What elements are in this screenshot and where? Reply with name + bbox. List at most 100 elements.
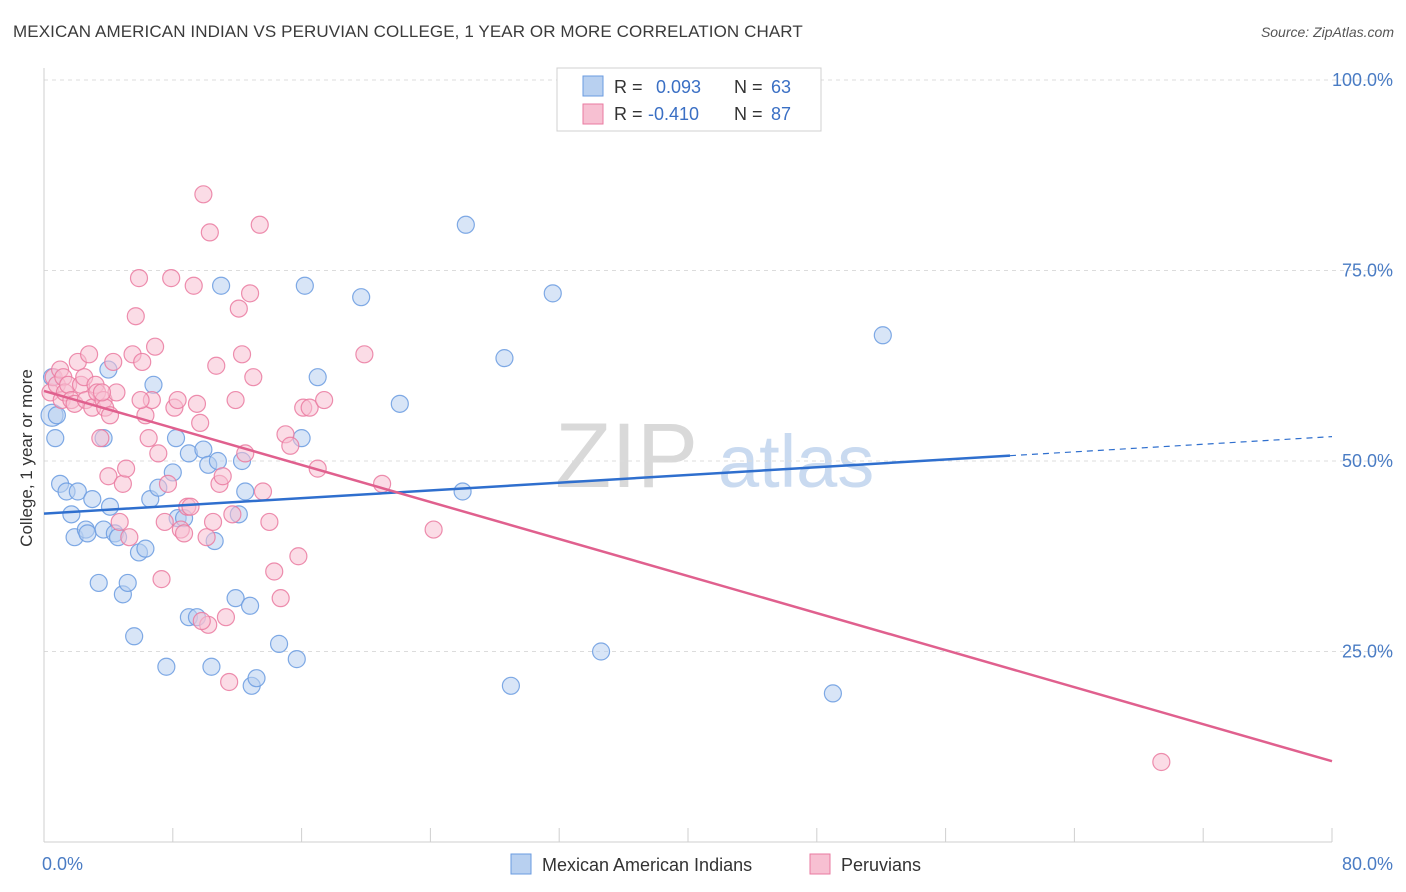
point-peruvians-38 xyxy=(152,570,171,589)
point-peruvians-65 xyxy=(240,284,260,303)
point-mexican-american-indians-59 xyxy=(591,642,611,661)
point-peruvians-40 xyxy=(158,474,178,493)
point-mexican-american-indians-40 xyxy=(226,589,245,608)
point-peruvians-21 xyxy=(99,467,118,486)
source-label: Source: ZipAtlas.com xyxy=(1260,24,1394,40)
point-mexican-american-indians-38 xyxy=(208,451,227,471)
point-peruvians-74 xyxy=(289,547,308,566)
point-mexican-american-indians-53 xyxy=(390,394,409,413)
chart-title: MEXICAN AMERICAN INDIAN VS PERUVIAN COLL… xyxy=(13,22,803,41)
bottom-legend-swatch-peruvians xyxy=(809,853,831,875)
trend-line-mexican-american-indians-extension xyxy=(1009,436,1333,457)
legend-n-value-1: 87 xyxy=(771,104,791,124)
legend-r-label-0: R = xyxy=(614,77,643,97)
point-mexican-american-indians-58 xyxy=(543,284,562,303)
legend-r-value-0: 0.093 xyxy=(656,77,701,97)
point-mexican-american-indians-51 xyxy=(308,368,327,387)
point-peruvians-55 xyxy=(207,356,226,375)
point-peruvians-61 xyxy=(226,390,245,410)
point-peruvians-39 xyxy=(155,512,174,532)
y-tick-label-100: 100.0% xyxy=(1332,70,1393,90)
point-mexican-american-indians-9 xyxy=(78,524,97,543)
point-mexican-american-indians-44 xyxy=(240,596,260,615)
point-peruvians-85 xyxy=(131,390,150,410)
point-mexican-american-indians-28 xyxy=(166,429,186,448)
point-mexican-american-indians-56 xyxy=(495,349,514,368)
trend-line-peruvians xyxy=(43,389,1333,763)
y-tick-label-75: 75.0% xyxy=(1342,261,1393,281)
x-tick-label-80: 80.0% xyxy=(1342,854,1393,874)
point-peruvians-37 xyxy=(149,444,168,463)
legend-swatch-mexican-american-indians xyxy=(582,75,604,97)
point-peruvians-70 xyxy=(265,562,284,581)
y-tick-label-50: 50.0% xyxy=(1342,451,1393,471)
point-peruvians-57 xyxy=(213,467,232,486)
point-peruvians-71 xyxy=(271,589,290,608)
point-peruvians-62 xyxy=(229,299,248,318)
grid-lines xyxy=(44,79,1392,652)
legend-n-label-1: N = xyxy=(734,104,763,124)
point-mexican-american-indians-24 xyxy=(144,375,163,394)
x-tick-label-0: 0.0% xyxy=(42,854,83,874)
point-mexican-american-indians-47 xyxy=(269,634,289,653)
point-peruvians-78 xyxy=(315,390,334,410)
point-peruvians-14 xyxy=(79,345,99,364)
point-mexican-american-indians-39 xyxy=(212,276,231,295)
point-peruvians-18 xyxy=(91,429,110,448)
legend-n-value-0: 63 xyxy=(771,77,791,97)
point-peruvians-69 xyxy=(260,512,279,532)
point-mexican-american-indians-22 xyxy=(136,539,155,558)
point-peruvians-59 xyxy=(220,672,239,692)
x-ticks xyxy=(43,828,1333,842)
point-mexican-american-indians-57 xyxy=(501,676,520,695)
point-mexican-american-indians-10 xyxy=(83,490,102,509)
point-mexican-american-indians-11 xyxy=(89,573,108,593)
point-peruvians-66 xyxy=(244,368,263,387)
point-mexican-american-indians-62 xyxy=(47,406,66,425)
point-mexican-american-indians-34 xyxy=(194,440,213,459)
point-peruvians-49 xyxy=(187,394,207,413)
point-mexican-american-indians-48 xyxy=(287,650,306,669)
point-peruvians-53 xyxy=(200,223,219,242)
bottom-legend-swatch-mexican-american-indians xyxy=(510,853,532,875)
bottom-legend-label-mexican-american-indians: Mexican American Indians xyxy=(542,855,752,875)
point-peruvians-50 xyxy=(191,413,210,432)
legend-r-value-1: -0.410 xyxy=(648,104,699,124)
point-peruvians-32 xyxy=(133,352,152,372)
bottom-legend-label-peruvians: Peruvians xyxy=(841,855,921,875)
point-peruvians-23 xyxy=(104,352,123,372)
point-mexican-american-indians-26 xyxy=(157,657,176,676)
point-peruvians-79 xyxy=(355,345,374,364)
legend-swatch-peruvians xyxy=(582,103,604,125)
trend-line-mexican-american-indians xyxy=(43,454,1011,515)
point-peruvians-28 xyxy=(120,528,139,547)
point-peruvians-25 xyxy=(110,512,129,532)
y-axis-title: College, 1 year or more xyxy=(17,369,36,547)
point-mexican-american-indians-61 xyxy=(873,326,892,345)
point-mexican-american-indians-46 xyxy=(247,669,266,688)
point-mexican-american-indians-7 xyxy=(68,482,87,501)
point-peruvians-63 xyxy=(232,345,252,364)
point-peruvians-27 xyxy=(117,459,136,478)
trend-lines xyxy=(43,389,1333,763)
point-peruvians-68 xyxy=(253,482,273,501)
point-peruvians-31 xyxy=(129,269,149,288)
y-tick-label-25: 25.0% xyxy=(1342,642,1393,662)
point-peruvians-81 xyxy=(424,520,443,539)
point-mexican-american-indians-55 xyxy=(456,215,475,234)
point-peruvians-26 xyxy=(113,474,132,493)
point-peruvians-54 xyxy=(203,512,223,532)
point-peruvians-60 xyxy=(223,505,242,524)
point-peruvians-45 xyxy=(174,524,194,543)
point-mexican-american-indians-20 xyxy=(125,627,144,646)
point-peruvians-58 xyxy=(216,608,236,627)
point-peruvians-84 xyxy=(192,611,211,631)
bottom-legend: Mexican American Indians Peruvians xyxy=(510,853,921,875)
point-peruvians-41 xyxy=(162,269,181,288)
point-peruvians-34 xyxy=(139,429,158,448)
point-peruvians-51 xyxy=(194,185,213,204)
point-peruvians-43 xyxy=(168,390,187,410)
point-mexican-american-indians-50 xyxy=(295,276,314,295)
point-mexican-american-indians-19 xyxy=(118,573,137,593)
